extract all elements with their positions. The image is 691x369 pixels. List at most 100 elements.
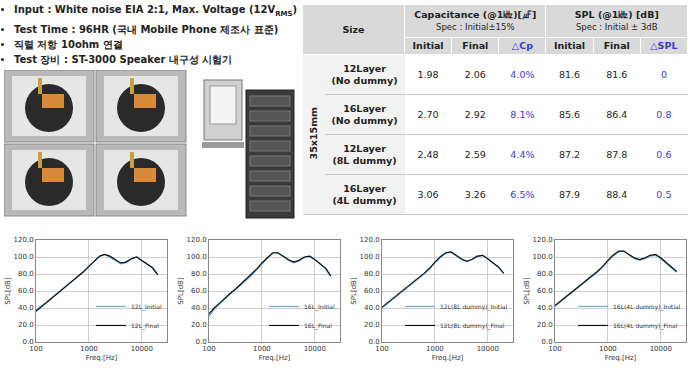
svg-text:SPL[dB]: SPL[dB] (177, 277, 185, 305)
html-text:2.59: 2.59 (464, 149, 486, 160)
svg-text:16L(4L dummy)_Initial: 16L(4L dummy)_Initial (613, 303, 681, 311)
svg-text:0.0: 0.0 (22, 338, 33, 346)
svg-text:1000: 1000 (426, 345, 444, 353)
svg-text:120.0: 120.0 (187, 236, 207, 244)
html-text:8.1%: 8.1% (510, 109, 535, 120)
html-text:16Layer: 16Layer (343, 182, 386, 194)
svg-text:16L_Initial: 16L_Initial (304, 303, 335, 311)
svg-text:100: 100 (202, 345, 215, 353)
svg-text:40.0: 40.0 (191, 304, 207, 312)
svg-text:100: 100 (548, 345, 561, 353)
svg-text:1000: 1000 (599, 345, 617, 353)
html-text:Test Time : 96HR (국내 Mobile Ph: Test Time : 96HR (국내 Mobile Phone 제조사 표준… (14, 24, 279, 35)
svg-text:100.0: 100.0 (14, 253, 34, 261)
svg-text:80.0: 80.0 (537, 270, 553, 278)
svg-text:60.0: 60.0 (537, 287, 553, 295)
svg-text:10000: 10000 (131, 345, 153, 353)
html-text:(4L dummy): (4L dummy) (332, 194, 397, 206)
svg-text:SPL[dB]: SPL[dB] (4, 277, 12, 305)
html-text:6.5%: 6.5% (510, 189, 535, 200)
html-text:4.0%: 4.0% (510, 69, 535, 80)
svg-text:SPL[dB]: SPL[dB] (523, 277, 531, 305)
html-text:87.2: 87.2 (559, 149, 581, 160)
svg-text:1000: 1000 (253, 345, 271, 353)
html-text:3.26: 3.26 (464, 189, 486, 200)
html-text:Capacitance (@1㎑)[㎌]: Capacitance (@1㎑)[㎌] (414, 9, 537, 20)
html-text:(8L dummy): (8L dummy) (332, 154, 397, 166)
svg-text:40.0: 40.0 (537, 304, 553, 312)
svg-text:0.0: 0.0 (368, 338, 379, 346)
svg-text:0.0: 0.0 (195, 338, 206, 346)
html-text:81.6: 81.6 (559, 69, 581, 80)
svg-text:SPL[dB]: SPL[dB] (350, 277, 358, 305)
svg-text:100: 100 (29, 345, 42, 353)
svg-text:Freq.[Hz]: Freq.[Hz] (259, 354, 291, 362)
svg-text:20.0: 20.0 (537, 321, 553, 329)
svg-text:120.0: 120.0 (14, 236, 34, 244)
html-text:2.70: 2.70 (417, 109, 439, 120)
html-text:12Layer: 12Layer (343, 62, 386, 74)
svg-text:16L(4L dummy)_Final: 16L(4L dummy)_Final (613, 322, 678, 330)
svg-text:20.0: 20.0 (191, 321, 207, 329)
svg-text:100.0: 100.0 (360, 253, 380, 261)
svg-text:12L_Initial: 12L_Initial (131, 303, 162, 311)
svg-text:10000: 10000 (650, 345, 672, 353)
html-text:Initial: Initial (554, 40, 586, 51)
svg-text:60.0: 60.0 (191, 287, 207, 295)
svg-text:16L_Final: 16L_Final (304, 322, 332, 330)
svg-text:80.0: 80.0 (18, 270, 34, 278)
svg-text:12L_Final: 12L_Final (131, 322, 159, 330)
html-text:△SPL: △SPL (650, 40, 678, 51)
html-text:Final: Final (462, 40, 489, 51)
html-text:Size: Size (342, 23, 365, 35)
html-text:16Layer: 16Layer (343, 102, 386, 114)
html-text:(No dummy): (No dummy) (331, 74, 398, 86)
svg-text:Freq.[Hz]: Freq.[Hz] (86, 354, 118, 362)
html-text:2.48: 2.48 (417, 149, 439, 160)
svg-text:1000: 1000 (80, 345, 98, 353)
html-text:3.06: 3.06 (417, 189, 439, 200)
html-text:Initial: Initial (412, 40, 444, 51)
html-text:4.4%: 4.4% (510, 149, 535, 160)
svg-text:10000: 10000 (477, 345, 499, 353)
html-text:0.8: 0.8 (656, 109, 672, 120)
svg-text:100.0: 100.0 (533, 253, 553, 261)
svg-text:40.0: 40.0 (18, 304, 34, 312)
svg-text:Freq.[Hz]: Freq.[Hz] (605, 354, 637, 362)
html-text:Input : White noise EIA 2:1, M: Input : White noise EIA 2:1, Max. Voltag… (14, 4, 298, 18)
svg-text:120.0: 120.0 (360, 236, 380, 244)
svg-text:120.0: 120.0 (533, 236, 553, 244)
html-text:88.4: 88.4 (606, 189, 628, 200)
html-text:35x15mm: 35x15mm (308, 107, 319, 160)
html-text:△Cp: △Cp (511, 40, 533, 51)
svg-text:Freq.[Hz]: Freq.[Hz] (432, 354, 464, 362)
html-text:1.98: 1.98 (417, 69, 439, 80)
html-text:SPL (@1㎑) [dB]: SPL (@1㎑) [dB] (574, 9, 659, 20)
svg-text:12L(8L dummy)_Final: 12L(8L dummy)_Final (440, 322, 505, 330)
svg-text:20.0: 20.0 (18, 321, 34, 329)
svg-text:0.0: 0.0 (541, 338, 552, 346)
svg-text:60.0: 60.0 (364, 287, 380, 295)
svg-text:100: 100 (375, 345, 388, 353)
html-text:87.9: 87.9 (559, 189, 581, 200)
html-text:86.4: 86.4 (606, 109, 628, 120)
html-text:12Layer: 12Layer (343, 142, 386, 154)
html-text:Final: Final (603, 40, 630, 51)
html-text:(No dummy): (No dummy) (331, 114, 398, 126)
html-text:직렬 저항 10ohm 연결: 직렬 저항 10ohm 연결 (14, 39, 123, 50)
svg-text:10000: 10000 (304, 345, 326, 353)
svg-text:80.0: 80.0 (191, 270, 207, 278)
svg-text:60.0: 60.0 (18, 287, 34, 295)
html-text:2.92: 2.92 (464, 109, 486, 120)
html-text:85.6: 85.6 (559, 109, 581, 120)
html-text:Test 장비 : ST-3000 Speaker 내구성: Test 장비 : ST-3000 Speaker 내구성 시험기 (14, 54, 233, 65)
html-text:0.6: 0.6 (656, 149, 672, 160)
svg-text:20.0: 20.0 (364, 321, 380, 329)
svg-text:12L(8L dummy)_Initial: 12L(8L dummy)_Initial (440, 303, 508, 311)
svg-text:100.0: 100.0 (187, 253, 207, 261)
svg-text:40.0: 40.0 (364, 304, 380, 312)
html-text:2.06: 2.06 (464, 69, 486, 80)
svg-text:80.0: 80.0 (364, 270, 380, 278)
html-text:87.8: 87.8 (606, 149, 628, 160)
html-text:81.6: 81.6 (606, 69, 628, 80)
